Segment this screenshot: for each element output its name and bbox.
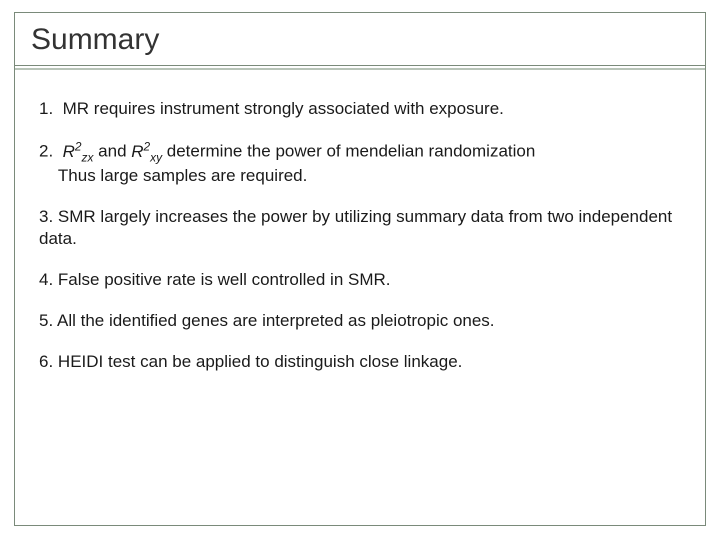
summary-item-4: 4. False positive rate is well controlle… bbox=[39, 269, 681, 290]
item-number: 2. bbox=[39, 142, 53, 161]
item-text: MR requires instrument strongly associat… bbox=[63, 99, 504, 118]
title-area: Summary bbox=[15, 13, 705, 66]
item-text: HEIDI test can be applied to distinguish… bbox=[58, 352, 462, 371]
summary-item-2: 2. R2zx and R2xy determine the power of … bbox=[39, 139, 681, 186]
summary-item-3: 3. SMR largely increases the power by ut… bbox=[39, 206, 681, 249]
r-squared-zx: R2zx bbox=[63, 142, 94, 161]
item-join: and bbox=[93, 142, 131, 161]
r-squared-xy: R2xy bbox=[131, 142, 162, 161]
summary-item-6: 6. HEIDI test can be applied to distingu… bbox=[39, 351, 681, 372]
item-number: 4. bbox=[39, 270, 53, 289]
slide: Summary 1. MR requires instrument strong… bbox=[0, 0, 720, 540]
item-number: 5. bbox=[39, 311, 53, 330]
item-line2: Thus large samples are required. bbox=[58, 166, 307, 185]
content-area: 1. MR requires instrument strongly assoc… bbox=[15, 70, 705, 393]
item-text: SMR largely increases the power by utili… bbox=[39, 207, 672, 247]
slide-title: Summary bbox=[31, 23, 689, 57]
slide-frame: Summary 1. MR requires instrument strong… bbox=[14, 12, 706, 526]
item-number: 6. bbox=[39, 352, 53, 371]
item-tail: determine the power of mendelian randomi… bbox=[162, 142, 535, 161]
item-text: All the identified genes are interpreted… bbox=[57, 311, 495, 330]
item-text: False positive rate is well controlled i… bbox=[58, 270, 391, 289]
summary-item-5: 5. All the identified genes are interpre… bbox=[39, 310, 681, 331]
item-number: 1. bbox=[39, 99, 53, 118]
item-number: 3. bbox=[39, 207, 53, 226]
summary-item-1: 1. MR requires instrument strongly assoc… bbox=[39, 98, 681, 119]
